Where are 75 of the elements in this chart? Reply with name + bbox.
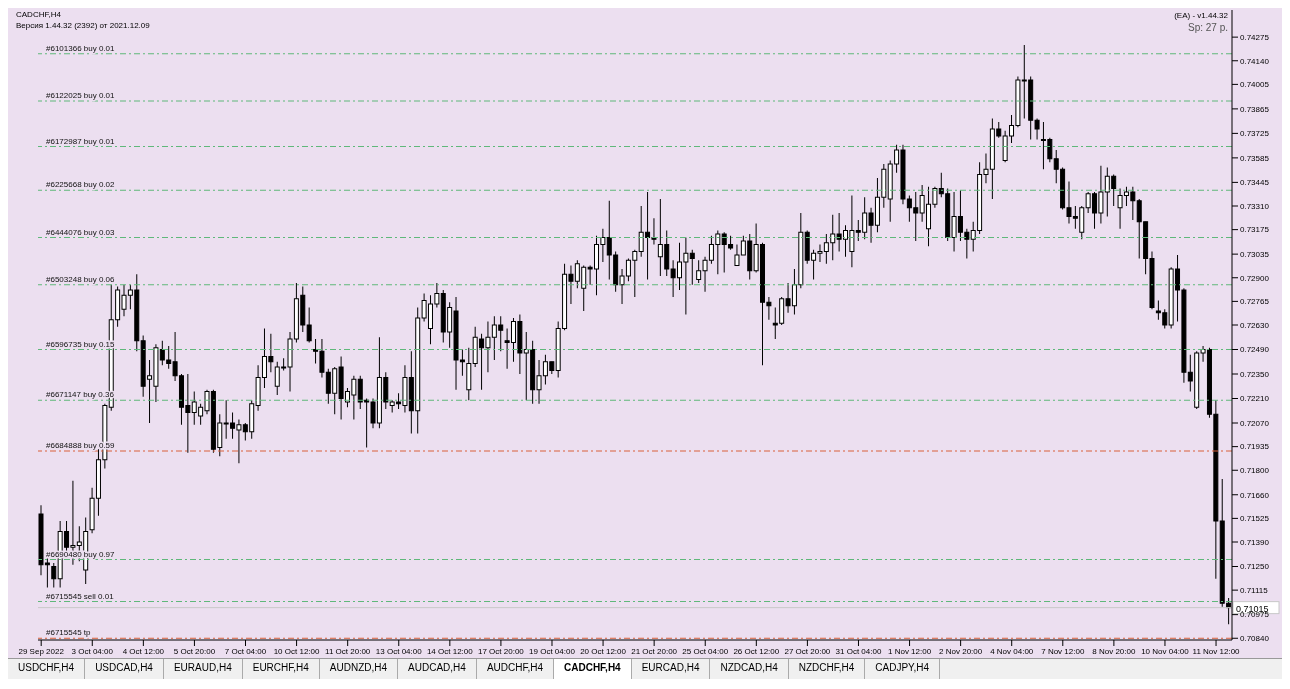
y-tick-label: 0.72210: [1240, 394, 1270, 404]
candlestick: [306, 307, 312, 343]
text: USDCHF,H4: [8, 659, 86, 679]
text: CADCHF,H4: [554, 659, 632, 679]
ref-line-label: #6503248 buy 0.06: [46, 274, 116, 284]
x-tick-label: 14 Oct 12:00: [426, 646, 474, 656]
text: AUDNZD,H4: [319, 659, 399, 679]
ref-line-label: #6101366 buy 0.01: [46, 43, 116, 53]
x-tick-label: 5 Oct 20:00: [173, 646, 216, 656]
x-tick-label: 13 Oct 04:00: [375, 646, 423, 656]
text: USDCAD,H4: [85, 659, 164, 679]
x-tick-label: 10 Nov 04:00: [1141, 646, 1190, 656]
y-tick-label: 0.74275: [1240, 32, 1270, 42]
y-tick-label: 0.72765: [1240, 297, 1270, 307]
text: EURCAD,H4: [631, 659, 711, 679]
ref-line-label: #6122025 buy 0.01: [46, 91, 116, 100]
x-tick-label: 11 Oct 20:00: [325, 646, 371, 656]
y-tick-label: 0.73865: [1240, 104, 1270, 114]
x-tick-label: 10 Oct 12:00: [273, 646, 321, 656]
text: AUDCHF,H4: [476, 659, 554, 679]
y-tick-label: 0.72070: [1240, 418, 1270, 428]
y-tick-label: 0.73585: [1240, 153, 1270, 163]
x-tick-label: 4 Oct 12:00: [122, 646, 165, 656]
y-tick-label: 0.71250: [1240, 562, 1270, 572]
x-tick-label: 3 Oct 04:00: [71, 646, 114, 656]
text: EURCHF,H4: [242, 659, 320, 679]
text: NZDCHF,H4: [788, 659, 866, 679]
x-tick-label: 26 Oct 12:00: [733, 646, 780, 656]
x-tick-label: 1 Nov 12:00: [887, 646, 932, 656]
y-tick-label: 0.73445: [1240, 178, 1270, 188]
x-tick-label: 17 Oct 20:00: [478, 646, 525, 656]
y-tick-label: 0.70840: [1240, 634, 1270, 644]
y-tick-label: 0.71800: [1240, 466, 1270, 476]
annotation: Sp: 27 p.: [1187, 22, 1228, 33]
y-tick-label: 0.73725: [1240, 129, 1270, 139]
x-tick-label: 20 Oct 12:00: [580, 646, 627, 656]
y-tick-label: 0.71660: [1240, 490, 1270, 500]
ref-line-label: #6715545 tp: [46, 628, 92, 638]
y-tick-label: 0.72630: [1240, 320, 1270, 330]
y-tick-label: 0.71935: [1240, 442, 1270, 452]
y-tick-label: 0.72900: [1240, 273, 1270, 283]
x-tick-label: 4 Nov 04:00: [990, 646, 1034, 656]
x-tick-label: 11 Nov 12:00: [1192, 646, 1241, 656]
y-tick-label: 0.71525: [1240, 514, 1270, 524]
x-tick-label: 21 Oct 20:00: [631, 646, 678, 656]
ref-line-label: #6172987 buy 0.01: [46, 136, 116, 146]
text: Версия 1.44.32 (2392) от 2021.12.09: [16, 21, 150, 30]
chart-title: CADCHF,H4: [16, 10, 61, 19]
y-tick-label: 0.71390: [1240, 537, 1270, 547]
y-tick-label: 0.73035: [1240, 249, 1270, 259]
text: NZDCAD,H4: [710, 659, 789, 679]
x-tick-label: 8 Nov 20:00: [1092, 646, 1136, 656]
y-tick-label: 0.74005: [1240, 80, 1270, 90]
x-tick-label: 7 Oct 04:00: [224, 646, 267, 656]
x-tick-label: 27 Oct 20:00: [784, 646, 831, 656]
text: AUDCAD,H4: [398, 659, 477, 679]
x-tick-label: 19 Oct 04:00: [529, 646, 576, 656]
y-tick-label: 0.73175: [1240, 225, 1270, 235]
x-tick-label: 31 Oct 04:00: [835, 646, 882, 656]
y-tick-label: 0.72490: [1240, 345, 1270, 355]
text: CADJPY,H4: [865, 659, 940, 679]
ref-line-label: #6225668 buy 0.02: [46, 180, 116, 190]
ref-line-label: #6715545 sell 0.01: [46, 591, 115, 601]
y-tick-label: 0.72350: [1240, 369, 1270, 379]
y-tick-label: 0.74140: [1240, 56, 1270, 66]
x-tick-label: 29 Sep 2022: [18, 646, 65, 656]
text: EURAUD,H4: [163, 659, 243, 679]
annotation: (EA) - v1.44.32: [1174, 11, 1228, 20]
x-tick-label: 7 Nov 12:00: [1041, 646, 1085, 656]
candlestick: [51, 562, 57, 588]
x-tick-label: 2 Nov 20:00: [939, 646, 983, 656]
ref-line-label: #6444076 buy 0.03: [46, 227, 116, 237]
x-tick-label: 25 Oct 04:00: [682, 646, 729, 656]
y-tick-label: 0.71115: [1240, 585, 1269, 595]
y-tick-label: 0.73310: [1240, 201, 1270, 211]
